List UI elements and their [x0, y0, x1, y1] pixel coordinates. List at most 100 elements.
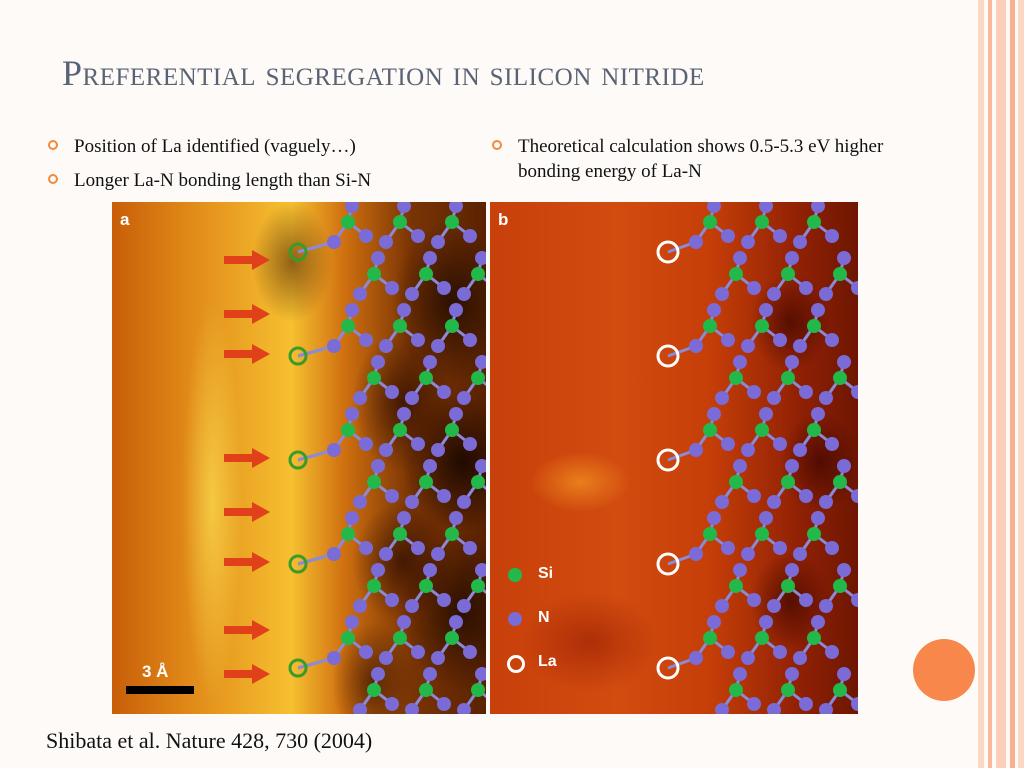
- n-atom: [851, 489, 858, 503]
- n-atom: [327, 339, 341, 353]
- n-atom: [457, 287, 471, 301]
- n-atom: [741, 443, 755, 457]
- si-atom: [833, 475, 847, 489]
- si-atom: [807, 215, 821, 229]
- n-atom: [379, 547, 393, 561]
- si-atom: [393, 215, 407, 229]
- n-atom: [825, 229, 839, 243]
- n-atom: [689, 339, 703, 353]
- panel-a-image: a 3 Å: [112, 202, 486, 714]
- n-atom: [457, 599, 471, 613]
- n-atom: [475, 251, 486, 265]
- n-atom: [773, 229, 787, 243]
- n-atom: [463, 437, 477, 451]
- si-atom: [393, 319, 407, 333]
- si-atom: [781, 683, 795, 697]
- si-atom: [755, 319, 769, 333]
- slide-title: Preferential segregation in silicon nitr…: [62, 53, 705, 93]
- la-atom: [288, 658, 308, 678]
- arrow-head: [252, 552, 270, 572]
- n-atom: [851, 385, 858, 399]
- la-atom: [656, 656, 680, 680]
- si-atom: [445, 527, 459, 541]
- bullet-icon: [492, 140, 502, 150]
- left-bullet-list: Position of La identified (vaguely…) Lon…: [46, 134, 476, 202]
- n-atom: [851, 281, 858, 295]
- n-atom: [353, 703, 367, 714]
- n-atom: [437, 593, 451, 607]
- n-atom: [463, 541, 477, 555]
- si-atom: [367, 683, 381, 697]
- n-atom: [397, 407, 411, 421]
- n-atom: [733, 459, 747, 473]
- si-atom: [833, 683, 847, 697]
- n-atom: [811, 511, 825, 525]
- n-atom: [785, 355, 799, 369]
- n-atom: [825, 541, 839, 555]
- si-atom: [729, 267, 743, 281]
- arrow-shaft: [224, 454, 252, 462]
- n-atom: [799, 697, 813, 711]
- n-atom: [733, 563, 747, 577]
- n-atom: [707, 407, 721, 421]
- n-atom: [767, 391, 781, 405]
- n-atom: [785, 251, 799, 265]
- n-atom: [747, 385, 761, 399]
- n-atom: [819, 495, 833, 509]
- n-atom: [707, 511, 721, 525]
- n-atom: [423, 355, 437, 369]
- n-atom: [463, 333, 477, 347]
- n-atom: [345, 615, 359, 629]
- n-atom: [793, 235, 807, 249]
- la-atom: [288, 346, 308, 366]
- n-atom: [793, 651, 807, 665]
- n-atom: [437, 489, 451, 503]
- n-atom: [449, 511, 463, 525]
- n-atom: [715, 287, 729, 301]
- n-atom: [825, 333, 839, 347]
- n-atom: [819, 391, 833, 405]
- n-atom: [773, 645, 787, 659]
- n-atom: [327, 547, 341, 561]
- n-atom: [715, 703, 729, 714]
- n-atom: [385, 697, 399, 711]
- si-atom: [445, 423, 459, 437]
- n-atom: [423, 459, 437, 473]
- n-atom: [799, 385, 813, 399]
- stem-figure: a 3 Å b Si N La: [112, 202, 858, 714]
- n-atom: [449, 615, 463, 629]
- right-bullet-list: Theoretical calculation shows 0.5-5.3 eV…: [490, 134, 930, 193]
- n-atom: [475, 667, 486, 681]
- si-atom: [781, 267, 795, 281]
- n-atom: [437, 281, 451, 295]
- n-atom: [397, 511, 411, 525]
- n-atom: [345, 511, 359, 525]
- n-atom: [411, 541, 425, 555]
- n-atom: [715, 599, 729, 613]
- n-atom: [431, 443, 445, 457]
- n-atom: [785, 563, 799, 577]
- n-atom: [475, 563, 486, 577]
- n-atom: [353, 495, 367, 509]
- n-atom: [707, 615, 721, 629]
- n-atom: [747, 593, 761, 607]
- arrow-shaft: [224, 508, 252, 516]
- n-atom: [457, 391, 471, 405]
- si-atom: [807, 527, 821, 541]
- n-atom: [449, 202, 463, 213]
- bullet-item: Longer La-N bonding length than Si-N: [46, 168, 476, 193]
- n-atom: [733, 667, 747, 681]
- n-atom: [359, 645, 373, 659]
- n-atom: [785, 459, 799, 473]
- n-atom: [423, 563, 437, 577]
- n-atom: [721, 229, 735, 243]
- n-atom: [379, 651, 393, 665]
- bullet-icon: [48, 174, 58, 184]
- si-atom: [471, 475, 485, 489]
- n-atom: [715, 391, 729, 405]
- decorative-stripes: [978, 0, 1024, 768]
- n-atom: [707, 303, 721, 317]
- arrow-head: [252, 664, 270, 684]
- si-atom: [755, 527, 769, 541]
- n-atom: [345, 407, 359, 421]
